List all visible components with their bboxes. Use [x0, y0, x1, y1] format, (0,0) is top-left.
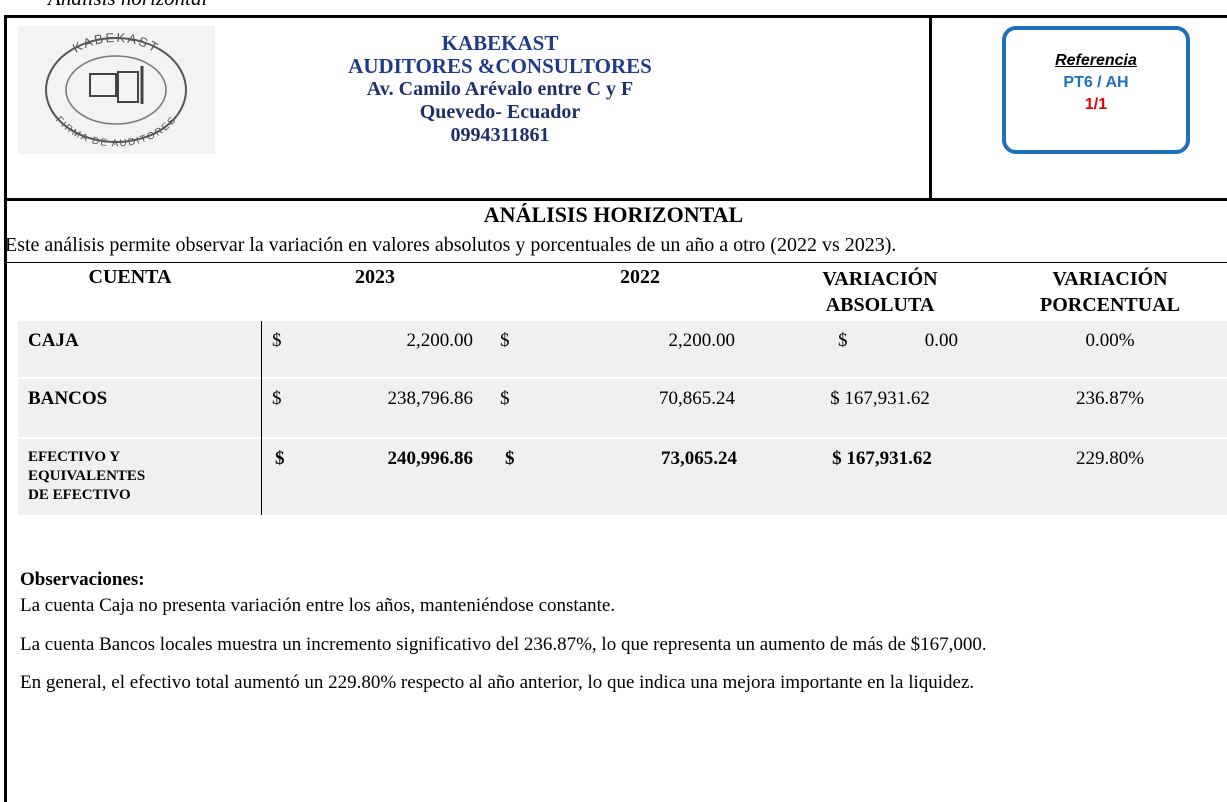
amount: 2,200.00: [668, 330, 736, 351]
row-bg: [18, 379, 1227, 437]
row-bg: [18, 439, 1227, 515]
currency: $: [838, 330, 848, 351]
currency: $: [505, 448, 515, 469]
left-rule: [4, 195, 7, 802]
col-header: VARIACIÓN PORCENTUAL: [1030, 266, 1190, 318]
amount: $ 167,931.62: [830, 388, 930, 409]
currency: $: [500, 330, 510, 351]
header-box: [4, 15, 1227, 201]
logo: KABEKAST FIRMA DE AUDITORES: [18, 26, 215, 154]
reference-label: Referencia: [1055, 52, 1137, 69]
account: EFECTIVO Y EQUIVALENTES DE EFECTIVO: [28, 448, 145, 505]
col-header-line: PORCENTUAL: [1039, 294, 1180, 316]
account-line: EFECTIVO Y: [28, 449, 121, 465]
account: BANCOS: [28, 388, 108, 409]
reference-box: Referencia PT6 / AH 1/1: [1002, 26, 1190, 154]
amount: 2,200.00: [406, 330, 474, 351]
currency: $: [500, 388, 510, 409]
reference-code: PT6 / AH: [1063, 74, 1129, 91]
header-lines: KABEKAST AUDITORES &CONSULTORES Av. Cami…: [240, 32, 760, 147]
col-header: CUENTA: [88, 266, 172, 288]
currency: $: [275, 448, 285, 469]
amount: 70,865.24: [659, 388, 735, 409]
observations: La cuenta Caja no presenta variación ent…: [20, 587, 1224, 703]
col-divider: [261, 321, 262, 515]
logo-icon: [89, 73, 117, 97]
amount: $ 167,931.62: [832, 448, 932, 469]
observation: La cuenta Caja no presenta variación ent…: [20, 595, 616, 616]
address: Av. Camilo Arévalo entre C y F: [366, 78, 634, 100]
currency: $: [272, 388, 282, 409]
col-header: VARIACIÓN ABSOLUTA: [800, 266, 960, 318]
firm-type: AUDITORES &CONSULTORES: [348, 54, 652, 78]
reference-page: 1/1: [1084, 96, 1108, 113]
description: Este análisis permite observar la variac…: [5, 234, 897, 256]
firm-name: KABEKAST: [441, 31, 559, 55]
amount: 238,796.86: [387, 388, 474, 409]
col-header: 2023: [355, 266, 395, 288]
amount: 73,065.24: [661, 448, 737, 469]
page-label: Análisis horizontal: [48, 0, 207, 11]
amount: 240,996.86: [387, 448, 474, 469]
account: CAJA: [28, 330, 79, 351]
logo-icon: [117, 71, 139, 103]
percent: 229.80%: [1075, 448, 1145, 469]
observations-heading: Observaciones:: [20, 569, 145, 590]
col-header-line: VARIACIÓN: [822, 268, 938, 290]
phone: 0994311861: [450, 124, 550, 146]
header-divider: [929, 15, 932, 198]
logo-ring: [45, 37, 187, 143]
currency: $: [272, 330, 282, 351]
row-bg: [18, 321, 1227, 377]
col-header: 2022: [620, 266, 660, 288]
city: Quevedo- Ecuador: [419, 101, 581, 123]
title: ANÁLISIS HORIZONTAL: [483, 202, 744, 227]
observation: La cuenta Bancos locales muestra un incr…: [20, 633, 987, 655]
account-line: DE EFECTIVO: [28, 487, 131, 503]
rule: [4, 262, 1227, 263]
amount: 0.00: [924, 330, 958, 351]
percent: 236.87%: [1075, 388, 1145, 409]
col-header-line: ABSOLUTA: [825, 294, 935, 316]
account-line: EQUIVALENTES: [28, 468, 146, 484]
percent: 0.00%: [1085, 330, 1135, 351]
logo-ring: [65, 55, 167, 125]
col-header-line: VARIACIÓN: [1052, 268, 1168, 290]
observation: En general, el efectivo total aumentó un…: [20, 672, 975, 693]
